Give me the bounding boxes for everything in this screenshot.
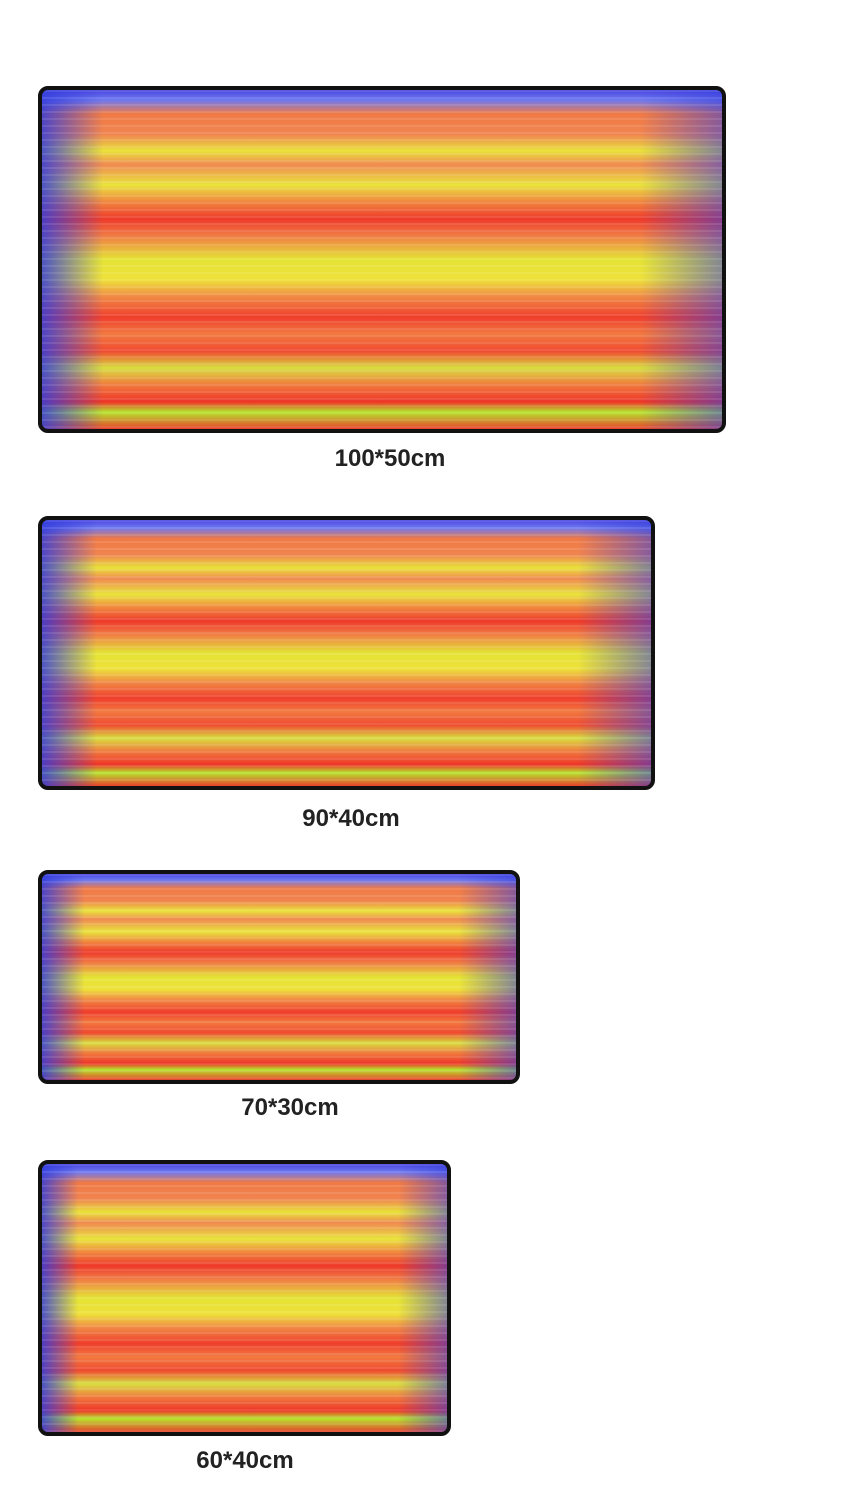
size-label: 100*50cm [334,445,446,472]
mouse-pad [38,516,655,790]
size-label: 60*40cm [196,1447,294,1474]
size-label: 70*30cm [241,1094,339,1121]
size-label: 90*40cm [302,805,400,832]
mouse-pad [38,86,726,433]
mouse-pad [38,870,520,1084]
mouse-pad [38,1160,451,1436]
